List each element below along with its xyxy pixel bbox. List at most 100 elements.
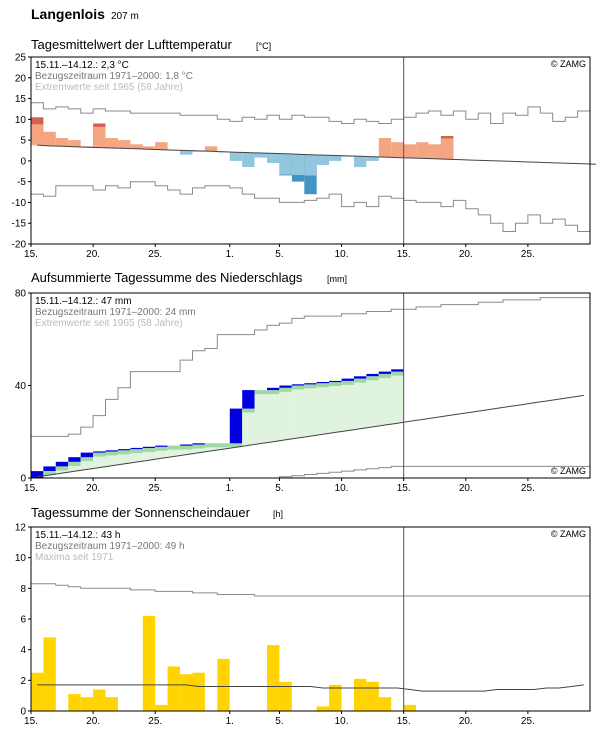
normal-cumulative-line <box>37 394 584 478</box>
info-line-extremes: Extremwerte seit 1965 (58 Jahre) <box>35 82 183 93</box>
precip-surplus-area <box>354 378 367 429</box>
y-tick-label: 20 <box>15 73 27 84</box>
precip-daily-bar <box>291 384 305 386</box>
precip-surplus-band <box>167 445 180 450</box>
precip-daily-bar <box>118 449 131 451</box>
max-extreme-line <box>31 102 590 124</box>
temp-bar <box>55 138 69 147</box>
temp-bar <box>378 138 392 158</box>
temp-bar-inner <box>291 154 305 175</box>
precip-surplus-area <box>155 446 168 459</box>
y-tick-label: 10 <box>15 553 27 564</box>
temp-bar <box>142 146 156 150</box>
normal-line <box>37 684 584 692</box>
y-tick-label: -10 <box>12 198 27 209</box>
plot-frame <box>30 292 591 479</box>
precip-daily-bar <box>366 373 379 377</box>
precip-surplus-band <box>155 446 168 451</box>
temp-chart-title: Tagesmittelwert der Lufttemperatur <box>31 37 233 52</box>
y-tick-label: 4 <box>20 645 26 656</box>
sun-bar <box>329 684 342 711</box>
y-tick-label: -15 <box>12 219 27 230</box>
y-tick-label: -5 <box>17 177 26 188</box>
precip-surplus-band <box>142 447 156 452</box>
precip-surplus-band <box>118 450 131 455</box>
info-line-period: 15.11.–14.12.: 47 mm <box>35 296 132 307</box>
temp-bar <box>105 138 118 148</box>
y-tick-label: 12 <box>15 523 27 534</box>
normal-line <box>37 144 596 165</box>
x-tick-label: 20. <box>86 249 100 260</box>
sun-chart-title: Tagessumme der Sonnenscheindauer <box>31 505 251 520</box>
temp-bar <box>43 131 56 146</box>
precip-chart-title: Aufsummierte Tagessumme des Niederschlag… <box>31 270 303 285</box>
precip-daily-bar <box>341 378 354 381</box>
sun-bar <box>105 697 118 711</box>
copyright-label: © ZAMG <box>551 529 586 539</box>
precip-surplus-area <box>192 444 205 453</box>
x-tick-label: 20. <box>459 483 473 494</box>
precip-surplus-band <box>391 371 404 376</box>
precip-chart-unit: [mm] <box>327 274 347 284</box>
precip-surplus-band <box>316 383 330 388</box>
x-tick-label: 15. <box>24 483 38 494</box>
station-name: Langenlois <box>31 6 105 22</box>
temp-bar <box>267 153 280 163</box>
sun-bar <box>167 666 180 711</box>
x-tick-label: 10. <box>335 249 349 260</box>
precip-surplus-area <box>254 390 267 444</box>
sun-bar <box>93 689 106 711</box>
precip-surplus-area <box>291 385 305 438</box>
info-line-period: 15.11.–14.12.: 43 h <box>35 530 120 541</box>
precip-surplus-band <box>130 449 143 454</box>
precip-daily-bar <box>279 385 292 388</box>
temp-bar-inner <box>31 124 44 146</box>
sun-bar <box>267 645 280 711</box>
precip-surplus-band <box>341 380 354 385</box>
sun-bar <box>180 674 193 711</box>
x-tick-label: 15. <box>24 716 38 727</box>
sun-bar <box>378 697 392 711</box>
x-tick-label: 10. <box>335 483 349 494</box>
precip-surplus-area <box>391 371 404 424</box>
sun-bar <box>354 678 367 711</box>
temp-bar <box>229 152 243 161</box>
y-tick-label: 80 <box>15 289 27 300</box>
sun-bar <box>155 704 168 711</box>
sun-bar <box>80 697 94 711</box>
y-tick-label: 0 <box>20 707 26 718</box>
precip-daily-bar <box>329 380 342 383</box>
precip-surplus-band <box>254 390 267 395</box>
precip-surplus-area <box>180 445 193 455</box>
precip-daily-bar <box>304 383 317 385</box>
x-tick-label: 25. <box>521 483 535 494</box>
temp-bar <box>254 153 267 158</box>
sun-bar <box>68 694 81 711</box>
precip-surplus-band <box>229 443 243 448</box>
temp-bar <box>416 142 429 159</box>
y-tick-label: 6 <box>20 615 26 626</box>
precip-surplus-band <box>93 452 106 457</box>
temp-bar <box>391 142 404 158</box>
precip-surplus-area <box>304 384 317 437</box>
precip-daily-bar <box>80 452 94 458</box>
precip-surplus-band <box>354 378 367 383</box>
temp-bar <box>130 144 143 149</box>
precip-surplus-band <box>217 443 230 448</box>
info-line-extremes: Extremwerte seit 1965 (58 Jahre) <box>35 318 183 329</box>
x-tick-label: 25. <box>521 249 535 260</box>
x-tick-label: 15. <box>24 249 38 260</box>
precip-surplus-band <box>55 466 69 471</box>
temp-bar <box>242 152 255 168</box>
sun-bar <box>217 658 230 711</box>
precip-daily-bar <box>43 466 56 471</box>
copyright-label: © ZAMG <box>551 59 586 69</box>
x-tick-label: 20. <box>459 249 473 260</box>
y-tick-label: 10 <box>15 115 27 126</box>
precip-surplus-band <box>68 461 81 466</box>
sun-bar <box>142 615 156 711</box>
plot-frame <box>30 56 591 245</box>
temp-bar <box>428 144 441 159</box>
precip-surplus-area <box>341 380 354 431</box>
